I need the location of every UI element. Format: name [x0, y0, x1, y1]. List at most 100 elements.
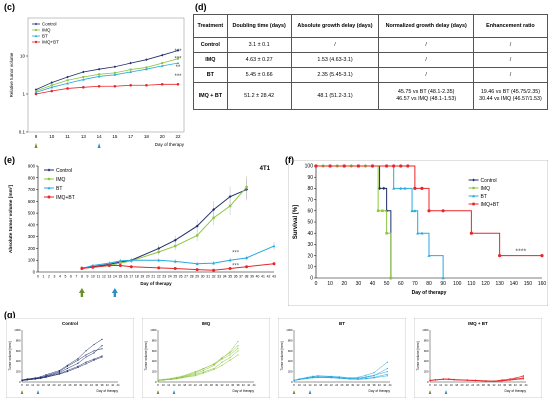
series-line-control: [81, 189, 247, 269]
x-tick-label: 20: [146, 275, 150, 279]
data-point: [228, 266, 232, 270]
data-point: [77, 358, 79, 360]
data-point: [385, 164, 389, 168]
cell-enhancement: /: [472, 67, 549, 83]
individual-line: [293, 375, 388, 381]
data-point: [145, 58, 148, 61]
data-point: [107, 261, 111, 265]
significance-annotation: ***: [174, 74, 182, 80]
data-point: [413, 186, 417, 190]
x-tick-label: 10: [434, 383, 437, 387]
x-tick-label: 60: [398, 281, 404, 287]
data-point: [77, 359, 79, 361]
data-point: [176, 82, 180, 86]
x-tick-label: 38: [101, 383, 104, 387]
cell-doubling: 3.1 ± 0.1: [226, 37, 292, 53]
data-point: [229, 352, 231, 354]
x-tick-label: 11: [97, 275, 101, 279]
x-axis-label: Day of therapy: [155, 142, 185, 147]
data-point: [157, 266, 161, 270]
series-line-bt: [81, 245, 275, 269]
y-tick-label: 600: [424, 349, 429, 353]
data-point: [272, 262, 276, 266]
data-point: [434, 379, 436, 381]
x-axis-label: Day of therapy: [412, 290, 447, 296]
imq-arrow-icon: [428, 390, 432, 394]
x-tick-label: 14: [445, 383, 448, 387]
x-tick-label: 44: [525, 383, 528, 387]
cell-normalized: 45.75 vs BT (48.1-2.35) 46.57 vs IMQ (48.…: [378, 82, 474, 110]
x-tick-label: 40: [242, 383, 245, 387]
cell-line: /: [509, 71, 512, 78]
y-tick-label: 200: [288, 370, 293, 374]
cell-treatment: Control: [193, 37, 228, 53]
data-point: [389, 276, 393, 280]
x-tick-label: 30: [201, 275, 205, 279]
series-line-imq: [81, 186, 247, 269]
data-point: [245, 265, 249, 269]
data-point: [212, 208, 216, 212]
cell-treatment: BT: [193, 67, 228, 83]
data-point: [45, 375, 47, 377]
data-point: [181, 375, 183, 377]
data-point: [213, 363, 215, 365]
data-point: [386, 367, 388, 370]
imq-arrow-icon-stem: [80, 293, 84, 297]
y-tick-label: 0: [310, 276, 313, 282]
y-axis-label: Tumor volume [mm³]: [8, 341, 12, 370]
data-point: [522, 375, 524, 377]
cell-doubling: 5.45 ± 0.66: [226, 67, 292, 83]
x-tick-label: 6: [70, 275, 72, 279]
cell-line: 30.44 vs IMQ (46.57/1.53): [479, 96, 542, 102]
data-point: [145, 83, 148, 87]
x-axis-label: Day of therapy: [140, 281, 172, 286]
data-point: [101, 348, 103, 350]
data-point: [365, 378, 367, 380]
x-tick-label: 18: [135, 275, 139, 279]
cell-line: /: [425, 56, 427, 63]
x-tick-label: 16: [314, 383, 317, 387]
x-tick-label: 20: [325, 383, 328, 387]
legend-entry: IMQ+BT: [56, 195, 75, 201]
data-point: [386, 361, 388, 363]
y-tick-label: 800: [16, 338, 21, 342]
x-tick-label: 20: [461, 383, 464, 387]
data-point: [82, 86, 85, 89]
chart-f-survival: 0 10 20 30 40 50 60 70 80 90 100 0 10 20 30 40 50 60 70 80 9…: [288, 160, 548, 306]
data-point: [373, 377, 375, 379]
data-point: [237, 347, 239, 349]
y-tick-label: 80: [307, 186, 313, 192]
y-tick-label: 200: [424, 370, 429, 374]
data-point: [66, 79, 69, 82]
y-tick-label: 1000: [14, 328, 21, 332]
x-tick-label: 14: [113, 275, 117, 279]
panel-label-d: (d): [195, 2, 207, 12]
x-tick-label: 10: [162, 383, 165, 387]
data-point: [113, 73, 117, 76]
panel-label-g: (g): [4, 310, 16, 320]
cell-treatment: IMQ + BT: [193, 82, 228, 110]
data-point: [58, 369, 60, 372]
y-tick-label: 100: [305, 164, 314, 170]
data-point: [365, 376, 367, 378]
data-point: [466, 379, 468, 381]
data-point: [66, 75, 69, 79]
data-point: [237, 345, 239, 347]
data-point: [85, 363, 87, 365]
series-line-imqbt: [35, 83, 178, 95]
x-tick-label: 23: [162, 275, 166, 279]
data-point: [173, 238, 177, 242]
y-tick-label: 1000: [422, 328, 429, 332]
imq-arrow-icon: [156, 390, 160, 394]
small-chart-title: Control: [62, 321, 78, 326]
y-tick-label: 1: [22, 92, 25, 97]
y-tick-label: 400: [424, 359, 429, 363]
data-point: [160, 64, 164, 67]
y-tick-label: 0.1: [19, 130, 26, 135]
x-tick-label: 42: [247, 383, 250, 387]
x-tick-label: 21: [151, 275, 155, 279]
data-point: [195, 262, 199, 265]
data-point: [195, 234, 199, 237]
data-point: [35, 29, 37, 31]
data-point: [85, 361, 87, 363]
